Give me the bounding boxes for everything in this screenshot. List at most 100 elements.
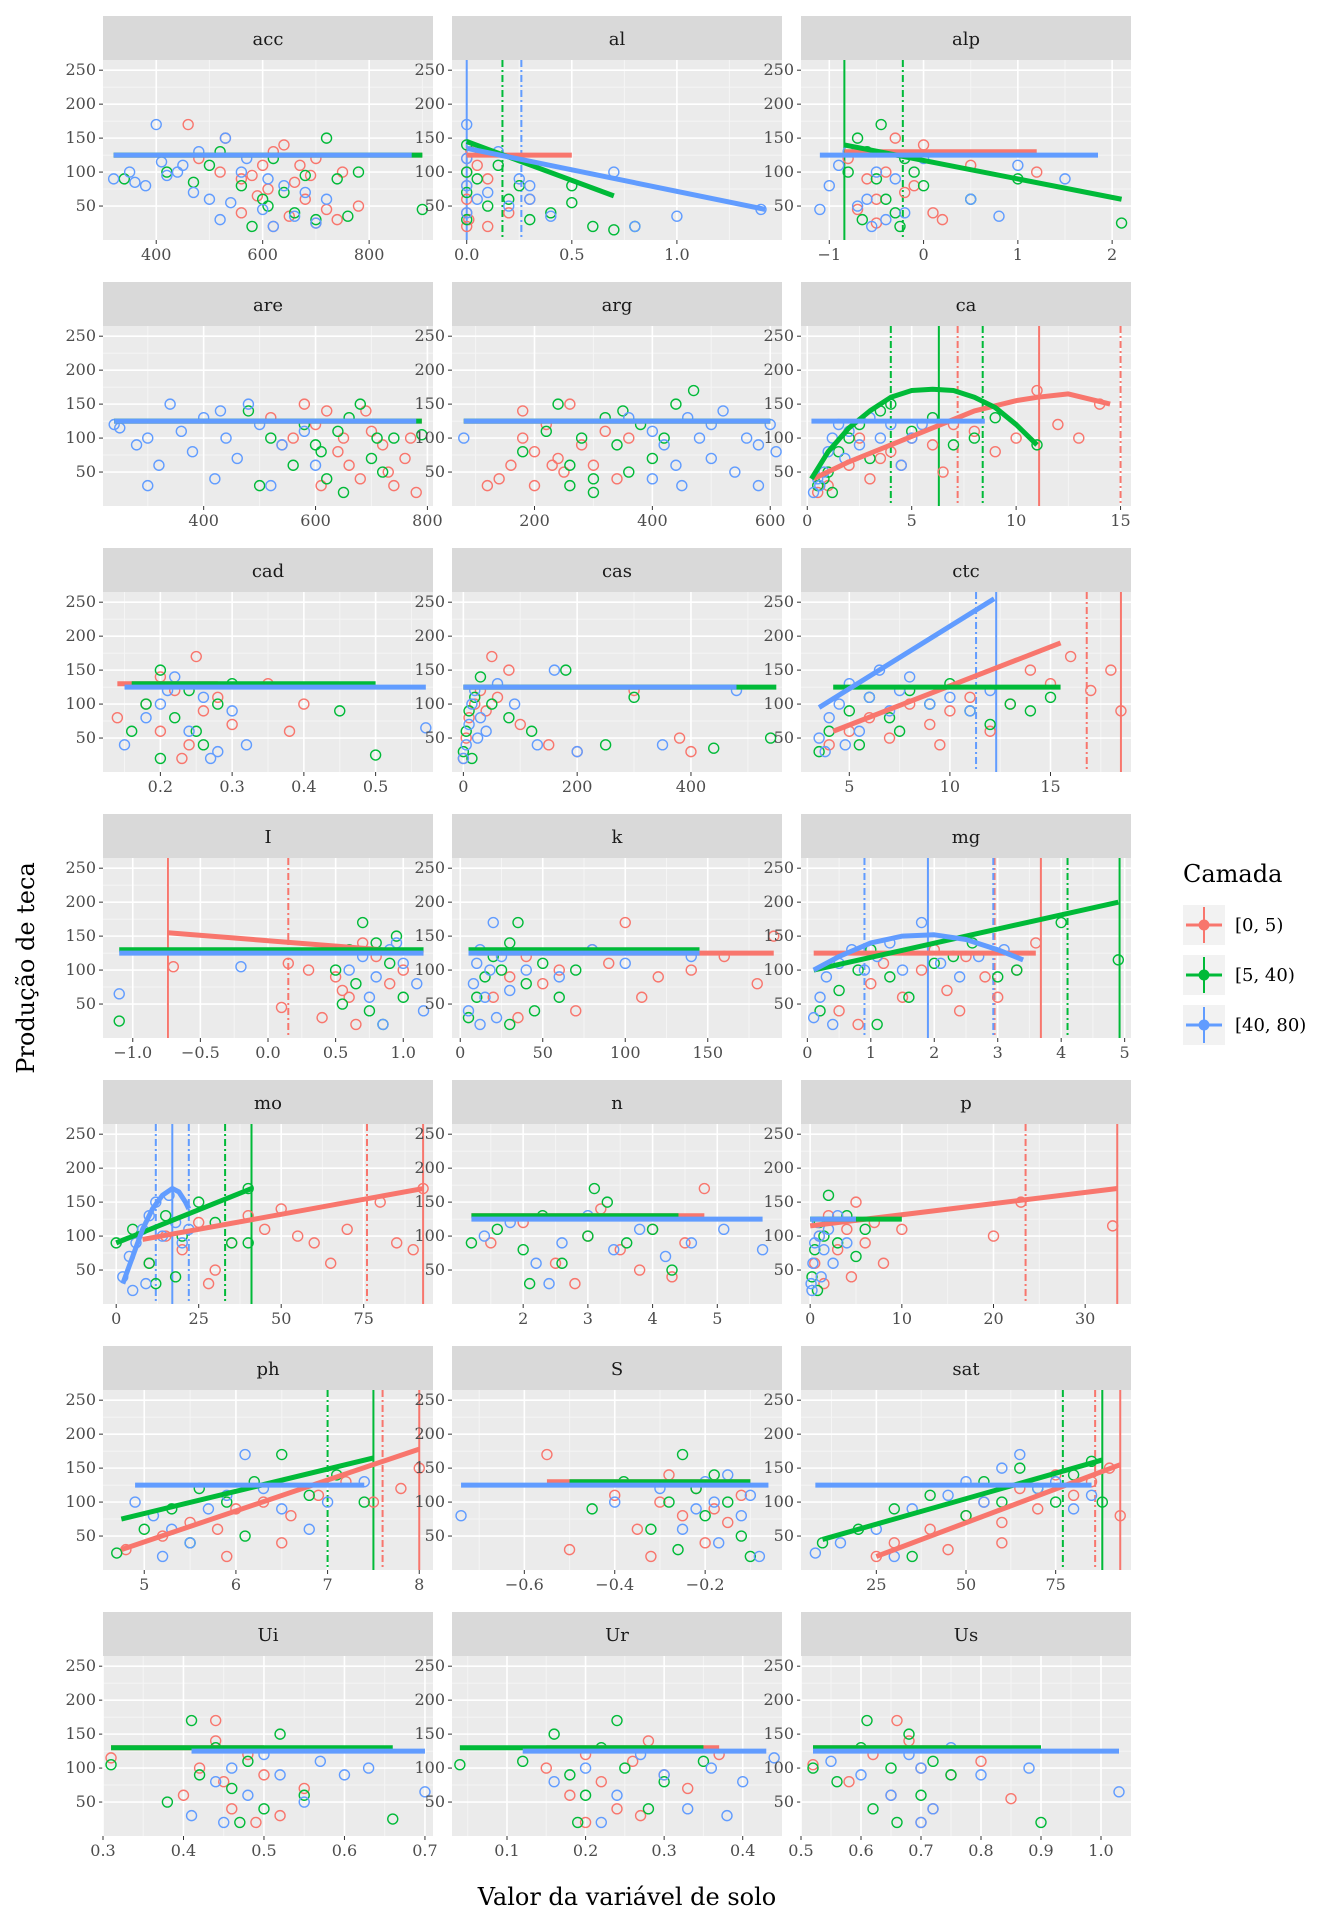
y-tick-label: 200 <box>65 360 96 379</box>
facet-strip <box>103 16 433 60</box>
data-point <box>903 671 916 683</box>
data-point <box>937 466 949 478</box>
x-tick-label: 200 <box>562 777 593 796</box>
y-tick-label: 150 <box>65 128 96 147</box>
data-point <box>841 1223 853 1235</box>
panel-background <box>103 326 433 506</box>
data-point <box>553 991 565 1003</box>
data-point <box>874 432 887 444</box>
data-point <box>993 210 1005 222</box>
data-point <box>495 964 508 976</box>
data-point <box>142 479 154 492</box>
y-tick-label: 50 <box>76 1526 96 1545</box>
data-point <box>304 169 317 182</box>
legend-key-point <box>1198 1019 1210 1031</box>
data-point <box>809 1243 821 1256</box>
data-point <box>807 1762 819 1774</box>
data-point <box>753 1550 766 1563</box>
data-point <box>528 445 541 458</box>
y-tick-label: 50 <box>76 196 96 215</box>
data-point <box>895 459 907 471</box>
data-point <box>851 203 864 216</box>
data-point <box>1112 954 1125 966</box>
data-point <box>806 1284 818 1297</box>
y-tick-label: 100 <box>763 1492 794 1511</box>
data-point <box>842 166 854 178</box>
data-point <box>906 1550 918 1563</box>
data-point <box>310 213 322 226</box>
data-point <box>130 439 143 451</box>
data-point <box>274 1728 286 1740</box>
data-point <box>142 432 154 444</box>
data-point <box>457 745 470 758</box>
data-point <box>211 1523 224 1535</box>
data-point <box>915 964 928 976</box>
data-point <box>111 1547 123 1559</box>
y-tick-label: 250 <box>763 1390 794 1409</box>
data-point <box>813 745 825 758</box>
data-point <box>735 1489 748 1501</box>
data-point <box>989 445 1001 458</box>
data-point <box>833 1005 845 1017</box>
data-point <box>880 213 892 226</box>
facet-strip <box>801 16 1131 60</box>
data-point <box>987 1230 1000 1242</box>
data-point <box>822 445 834 458</box>
data-point <box>1073 432 1085 444</box>
facet-n: n 50 100 150 200 250 2 3 4 5 <box>414 1080 782 1328</box>
data-point <box>546 459 558 471</box>
x-tick-label: 0.5 <box>559 245 584 264</box>
data-point <box>896 1223 908 1235</box>
y-tick-label: 50 <box>76 994 96 1013</box>
data-point <box>676 1523 689 1535</box>
data-point <box>814 479 826 492</box>
data-point <box>265 479 277 492</box>
facet-strip <box>801 548 1131 592</box>
facet-strip <box>103 814 433 858</box>
data-point <box>953 1005 966 1017</box>
facet-strip <box>452 1346 782 1390</box>
data-point <box>298 1782 310 1795</box>
data-point <box>480 705 492 717</box>
data-point <box>1064 650 1077 663</box>
data-point <box>717 405 729 417</box>
data-point <box>553 971 565 983</box>
data-point <box>924 1489 936 1501</box>
data-point <box>416 428 428 441</box>
data-point <box>575 439 588 451</box>
data-point <box>861 193 873 205</box>
x-tick-label: 0.4 <box>171 1841 196 1860</box>
data-point <box>303 1489 315 1501</box>
data-point <box>365 425 378 437</box>
data-point <box>253 479 266 492</box>
y-tick-label: 100 <box>763 428 794 447</box>
y-tick-label: 100 <box>414 1226 445 1245</box>
data-point <box>579 1762 592 1774</box>
data-point <box>125 725 138 737</box>
data-point <box>161 169 173 182</box>
data-point <box>839 739 851 751</box>
data-point <box>586 1503 598 1515</box>
data-point <box>814 1005 826 1017</box>
data-point <box>658 432 670 444</box>
data-point <box>953 971 966 983</box>
facet-strip-label: Ur <box>605 1625 629 1646</box>
data-point <box>242 1237 254 1249</box>
data-point <box>556 1257 568 1269</box>
data-point <box>735 1530 748 1542</box>
data-point <box>363 1005 376 1017</box>
data-point <box>493 473 505 485</box>
facet-strip-label: alp <box>952 29 980 50</box>
facet-strip-label: ctc <box>952 561 979 582</box>
data-point <box>722 1496 734 1508</box>
facet-acc: acc 50 100 150 200 250 400 600 800 <box>65 16 433 264</box>
x-tick-label: 400 <box>676 777 707 796</box>
data-point <box>671 210 683 222</box>
data-point <box>579 1789 592 1801</box>
data-point <box>520 977 532 990</box>
data-point <box>843 705 855 717</box>
y-tick-label: 150 <box>65 394 96 413</box>
data-point <box>827 1018 839 1031</box>
data-point <box>298 1789 310 1801</box>
y-tick-label: 150 <box>65 1724 96 1743</box>
